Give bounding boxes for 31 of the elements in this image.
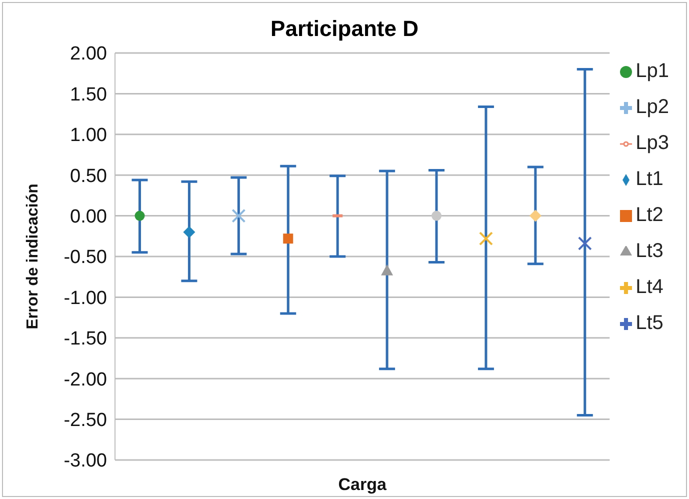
legend-label: Lt4 [636,276,664,298]
legend-label: Lp3 [636,132,669,154]
point [232,208,246,223]
y-tick-label: 2.00 [70,44,107,65]
y-tick-label: -3.00 [64,450,107,472]
y-axis-title: Error de indicación [24,184,42,330]
legend-label: Lt3 [636,240,664,262]
point [381,264,394,276]
legend-label: Lt5 [636,312,664,334]
point [529,210,542,222]
legend-label: Lt2 [636,204,664,226]
point [134,210,145,221]
y-tick-label: -0.50 [64,247,107,268]
y-tick-label: 0.00 [70,206,107,228]
point [578,236,592,250]
point [183,226,196,238]
y-tick-label: -1.50 [64,328,107,350]
legend-label: Lp2 [636,96,669,118]
point [283,234,294,244]
y-tick-label: -2.00 [64,369,107,390]
legend-label: Lt1 [636,168,664,190]
y-tick-label: 1.50 [70,84,107,106]
y-tick-label: 1.00 [70,125,107,146]
y-tick-label: -1.00 [64,288,107,309]
x-axis-title: Carga [338,475,387,494]
y-tick-label: -2.50 [64,410,107,432]
point [478,232,493,246]
y-tick-label: 0.50 [70,166,107,187]
point [432,210,442,221]
chart-title: Participante D [270,16,420,42]
legend-label: Lp1 [636,60,669,82]
